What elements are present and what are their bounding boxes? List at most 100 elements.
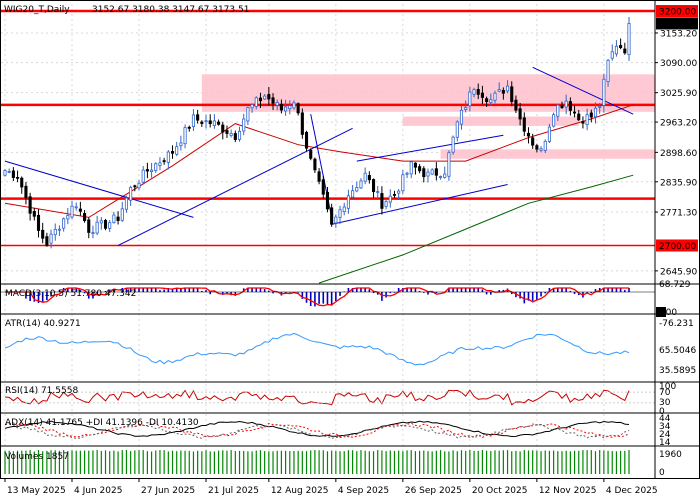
- rsi-tick-label: 70: [659, 388, 671, 398]
- candle-body: [401, 174, 405, 192]
- macd-zero-label: 0.00: [657, 308, 677, 318]
- candle-body: [217, 121, 221, 125]
- candle-body: [7, 170, 11, 173]
- candle-body: [388, 195, 392, 203]
- candle-body: [120, 208, 124, 221]
- candle-body: [45, 236, 49, 246]
- candle-body: [464, 107, 468, 110]
- candle-body: [229, 133, 233, 136]
- candle-body: [493, 92, 497, 101]
- candle-body: [346, 195, 350, 209]
- candle-body: [87, 219, 91, 233]
- candle-body: [166, 151, 170, 163]
- current-price-label-bg: [656, 17, 698, 30]
- time-tick-label: 12 Nov 2025: [539, 486, 597, 496]
- candle-body: [459, 109, 464, 125]
- candle-body: [254, 97, 258, 107]
- candle-body: [191, 114, 196, 128]
- candle-body: [434, 168, 438, 176]
- candle-body: [49, 233, 53, 244]
- time-tick-label: 4 Sep 2025: [338, 486, 389, 496]
- macd-label: MACD(3,10,5) 51.780 47.342: [5, 289, 136, 299]
- candle-body: [325, 191, 330, 210]
- candle-body: [154, 163, 158, 171]
- candle-body: [250, 104, 254, 109]
- candle-body: [53, 228, 57, 236]
- candle-body: [200, 121, 204, 124]
- candle-body: [560, 105, 564, 108]
- indicator-panels: [1, 287, 655, 474]
- trendline: [4, 160, 194, 218]
- candle-body: [309, 149, 313, 159]
- rsi-label: RSI(14) 71.5558: [5, 386, 78, 396]
- candle-body: [263, 95, 267, 100]
- candle-body: [70, 205, 74, 218]
- candle-body: [334, 216, 338, 224]
- volume-tick-label: 0: [659, 468, 665, 478]
- trendline: [356, 134, 504, 162]
- adx-tick-label: 24: [659, 430, 671, 440]
- candle-body: [413, 162, 417, 168]
- candle-body: [409, 161, 413, 175]
- candle-body: [614, 45, 618, 55]
- candle-body: [623, 48, 627, 54]
- candle-body: [284, 106, 288, 112]
- price-tick-label: 3090.00: [660, 59, 697, 69]
- candle-body: [74, 206, 78, 209]
- adx-label: ADX(14) 41.1765 +DI 41.1396 -DI 10.4130: [5, 418, 199, 428]
- time-axis: 13 May 2025 4 Jun 2025 27 Jun 2025 21 Jul 2…: [4, 478, 658, 496]
- price-tick-label: 2771.30: [660, 209, 697, 219]
- candle-body: [422, 168, 426, 178]
- candle-body: [179, 142, 183, 147]
- current-price-label: 3173.51: [659, 20, 696, 30]
- macd-signal-line: [5, 287, 629, 307]
- indicator-axes: 68.7290.00-76.23165.504635.5895100703004…: [656, 280, 696, 478]
- candle-body: [141, 169, 145, 183]
- time-tick-label: 13 May 2025: [7, 486, 66, 496]
- candle-body: [342, 206, 346, 212]
- candle-body: [627, 23, 631, 56]
- candle-body: [212, 120, 216, 126]
- price-tick-label: 2835.90: [660, 178, 697, 188]
- candle-body: [485, 98, 489, 102]
- adx-tick-label: 34: [659, 422, 671, 432]
- candle-body: [145, 169, 149, 172]
- candle-body: [237, 130, 242, 140]
- candle-body: [443, 173, 447, 178]
- level-price-label-bg: [656, 239, 698, 252]
- indicator-labels: MACD(3,10,5) 51.780 47.342 ATR(14) 40.927…: [5, 289, 199, 462]
- candle-body: [438, 176, 443, 178]
- price-axis: 3200.00 3153.20 3090.00 3025.90 2963.20 2898.…: [655, 5, 698, 277]
- candle-body: [577, 113, 581, 121]
- candle-body: [258, 97, 263, 102]
- candle-body: [133, 185, 137, 188]
- candle-body: [196, 114, 200, 121]
- rsi-tick-label: 100: [659, 382, 676, 392]
- price-tick-label: 3025.90: [660, 89, 697, 99]
- candle-body: [367, 175, 371, 181]
- candle-body: [518, 108, 522, 120]
- candle-body: [535, 145, 539, 150]
- candle-body: [447, 152, 451, 177]
- candle-body: [359, 180, 363, 189]
- candle-body: [397, 190, 401, 194]
- atr-tick-label: 65.5046: [659, 346, 696, 356]
- candle-body: [598, 106, 602, 108]
- candle-body: [602, 78, 606, 106]
- candle-body: [568, 101, 572, 111]
- candle-body: [66, 214, 70, 220]
- candle-body: [279, 104, 283, 111]
- candle-body: [108, 222, 112, 229]
- ohlc-readout: 3152.67 3180.38 3147.67 3173.51: [92, 5, 249, 15]
- candle-body: [36, 214, 41, 231]
- price-zone: [402, 116, 579, 126]
- candle-body: [380, 193, 384, 209]
- candle-body: [246, 107, 250, 122]
- price-tick-label: 2645.90: [660, 267, 697, 277]
- time-tick-label: 21 Jul 2025: [208, 486, 259, 496]
- candle-body: [99, 220, 103, 224]
- candle-body: [83, 213, 87, 222]
- candle-body: [95, 221, 99, 234]
- candle-body: [384, 201, 388, 207]
